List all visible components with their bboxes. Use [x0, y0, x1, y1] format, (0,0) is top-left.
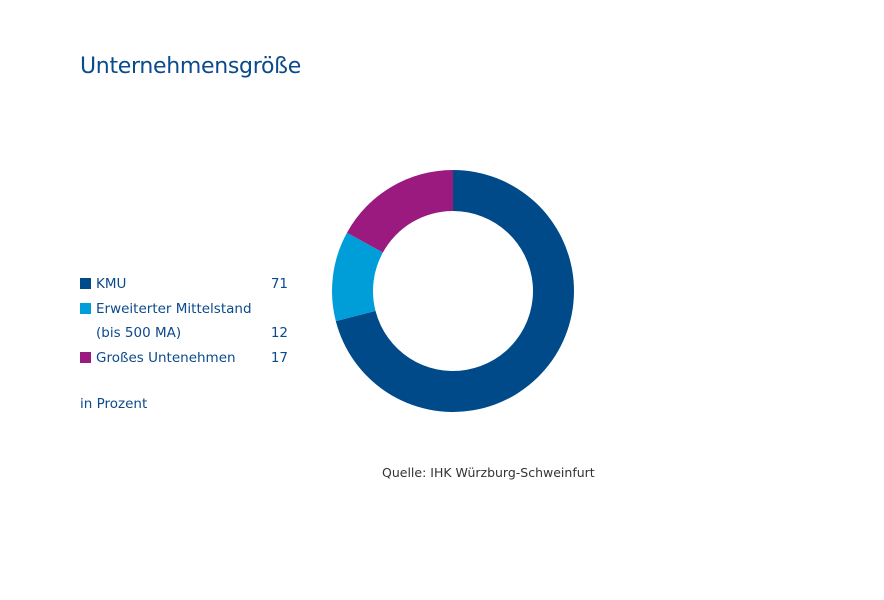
legend-swatch — [80, 278, 91, 289]
donut-slice — [332, 232, 383, 322]
legend-label: (bis 500 MA) — [96, 325, 182, 341]
page-title: Unternehmensgröße — [80, 54, 301, 79]
legend-swatch — [80, 351, 91, 363]
legend-row: Großes Untenehmen 17 — [80, 346, 290, 371]
legend-label: Großes Untenehmen — [96, 349, 236, 366]
legend-row: Erweiterter Mittelstand — [80, 297, 290, 322]
unit-note: in Prozent — [80, 396, 148, 412]
source-note: Quelle: IHK Würzburg-Schweinfurt — [382, 465, 595, 480]
legend-label: KMU — [96, 276, 127, 292]
legend-value: 12 — [270, 325, 288, 341]
legend-row: (bis 500 MA) 12 — [80, 321, 290, 346]
legend-item: Großes Untenehmen 17 — [80, 346, 290, 371]
donut-slice — [335, 170, 574, 412]
legend-value: 17 — [270, 349, 288, 366]
chart-legend: KMU 71 Erweiterter Mittelstand (bis 500 MA)… — [80, 272, 290, 370]
donut-slice — [346, 170, 453, 253]
legend-item: Erweiterter Mittelstand (bis 500 MA) 12 — [80, 297, 290, 346]
legend-swatch — [80, 302, 91, 314]
legend-row: KMU 71 — [80, 272, 290, 297]
legend-value: 71 — [270, 276, 288, 292]
legend-item: KMU 71 — [80, 272, 290, 297]
legend-label: Erweiterter Mittelstand — [96, 300, 252, 317]
